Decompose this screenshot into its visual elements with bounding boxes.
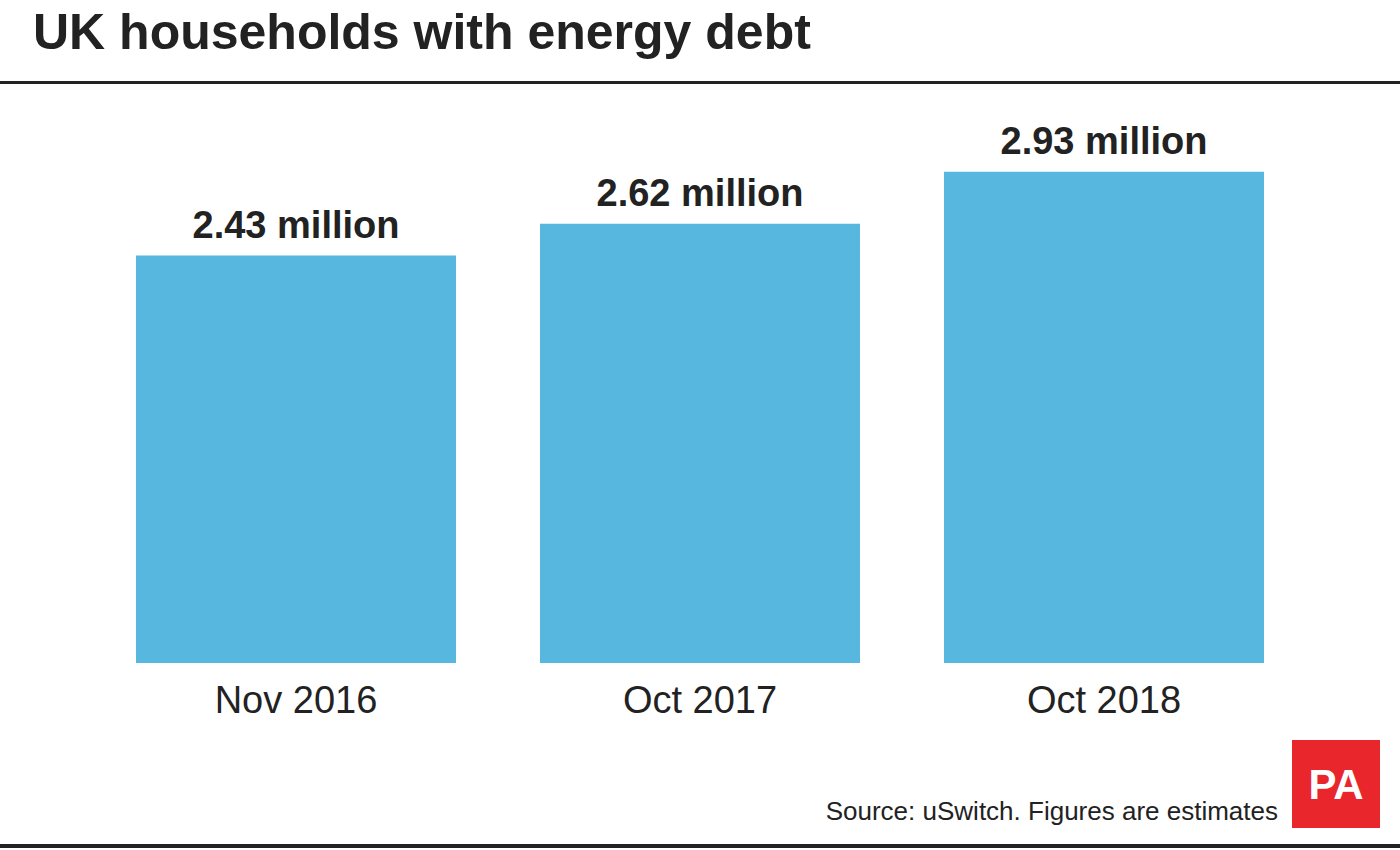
svg-text:Source: uSwitch. Figures are e: Source: uSwitch. Figures are estimates: [826, 796, 1278, 826]
svg-text:2.43 million: 2.43 million: [193, 204, 400, 246]
svg-text:2.62 million: 2.62 million: [597, 172, 804, 214]
svg-text:Nov 2016: Nov 2016: [215, 679, 378, 721]
svg-text:2.93 million: 2.93 million: [1001, 120, 1208, 162]
svg-text:Oct 2017: Oct 2017: [623, 679, 777, 721]
svg-text:PA: PA: [1308, 761, 1363, 808]
svg-text:Oct 2018: Oct 2018: [1027, 679, 1181, 721]
svg-text:UK households with energy debt: UK households with energy debt: [33, 4, 811, 60]
